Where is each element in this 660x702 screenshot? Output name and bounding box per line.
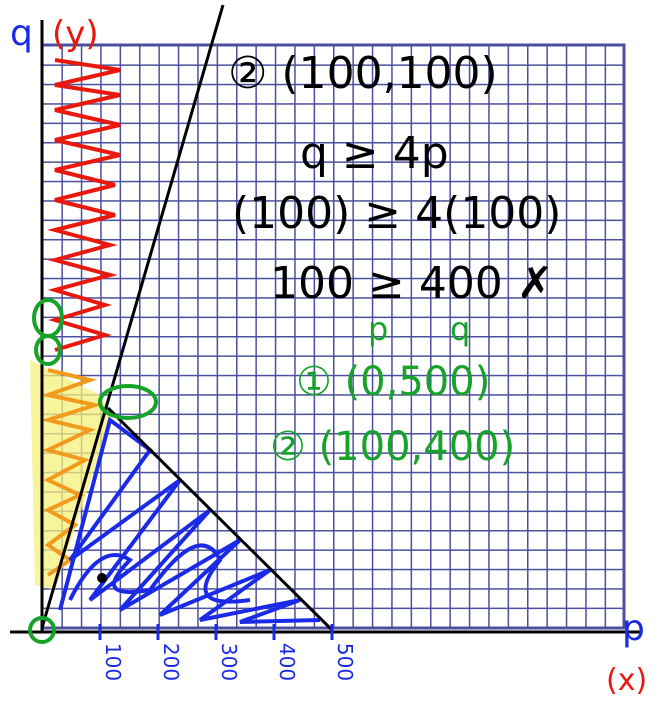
point-header: q <box>450 310 470 348</box>
point-row: ① (0,500) <box>296 359 490 405</box>
x-tick-label: 500 <box>333 643 357 681</box>
note-line: (100) ≥ 4(100) <box>232 188 561 239</box>
x-label: p <box>622 608 645 649</box>
y-label: q <box>10 13 33 54</box>
note-line: q ≥ 4p <box>300 128 449 179</box>
point-header: p <box>368 310 388 348</box>
y-unit: (y) <box>52 14 99 54</box>
canvas: q (y) p (x) ② (100,100) q ≥ 4p (100) ≥ 4… <box>0 0 660 702</box>
point <box>97 573 107 583</box>
x-tick-label: 400 <box>275 643 299 681</box>
page: q (y) p (x) ② (100,100) q ≥ 4p (100) ≥ 4… <box>0 0 660 702</box>
x-tick-label: 100 <box>101 643 125 681</box>
point-row: ② (100,400) <box>270 424 515 470</box>
x-unit: (x) <box>606 663 647 698</box>
note-title: ② (100,100) <box>228 48 498 99</box>
x-tick-label: 200 <box>159 643 183 681</box>
note-line: 100 ≥ 400 ✗ <box>270 258 554 309</box>
x-tick-label: 300 <box>217 643 241 681</box>
